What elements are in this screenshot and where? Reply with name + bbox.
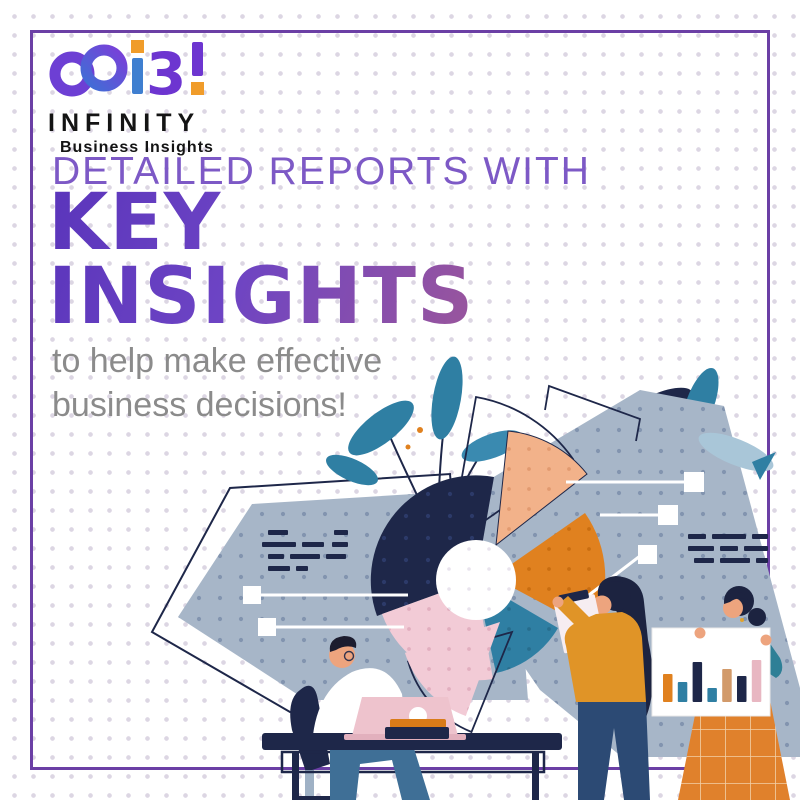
poster-bar xyxy=(692,662,703,702)
poster-bar xyxy=(737,676,747,702)
logo-b-glyph: 3 xyxy=(146,40,186,102)
headline-title-line1: KEY xyxy=(48,178,222,268)
callout-squares xyxy=(243,472,704,636)
headline-eyebrow: DETAILED REPORTS WITH xyxy=(52,150,591,193)
poster-bar xyxy=(751,660,762,702)
hand-right xyxy=(760,634,772,646)
pink-fan-exploded xyxy=(404,622,500,716)
hand xyxy=(552,596,564,608)
face xyxy=(723,598,743,618)
chair-leg xyxy=(305,770,314,800)
center-plant xyxy=(326,356,523,519)
jeans xyxy=(330,742,430,800)
subheadline-line1: to help make effective xyxy=(52,342,383,380)
hand-left xyxy=(694,627,706,639)
desk-top xyxy=(262,733,562,750)
right-panel-text-dashes xyxy=(688,534,768,563)
earring xyxy=(740,618,744,622)
chair-back xyxy=(290,685,330,772)
logo-i-dot xyxy=(131,40,144,53)
brand-name: INFINITY xyxy=(48,109,201,137)
left-panel-text-dashes xyxy=(262,530,348,571)
panel-corner-outline xyxy=(544,384,642,442)
desk-leg-right xyxy=(532,752,539,800)
logo-loop-right xyxy=(80,44,128,92)
poster-bar xyxy=(722,669,732,702)
book-navy xyxy=(385,727,449,739)
sweater-arm xyxy=(556,596,590,630)
poster-bar xyxy=(663,674,673,702)
headline-title: KEY INSIGHTS xyxy=(48,186,474,334)
brand-tagline: Business Insights xyxy=(60,139,214,156)
woman-with-poster xyxy=(651,586,790,800)
logo-exclaim-dot xyxy=(191,82,204,95)
poster-bar-chart xyxy=(663,660,762,702)
pie-slice-peach-exploded xyxy=(495,430,588,547)
subheadline-line2: business decisions! xyxy=(52,385,347,424)
woman-jeans xyxy=(578,702,650,800)
logo-exclaim-bar xyxy=(192,42,203,76)
man-hair xyxy=(329,636,357,652)
small-leaf xyxy=(752,452,776,480)
outlined-pie-wedge xyxy=(448,395,575,547)
headline-title-line2: INSIGHTS xyxy=(48,252,475,343)
hair-bun xyxy=(748,608,766,626)
desk-leg-left xyxy=(292,752,299,800)
brand-logo: 3 INFINITY Business Insights xyxy=(48,36,218,157)
woman-with-clipboard xyxy=(552,576,653,800)
mustard-sweater xyxy=(564,612,646,702)
orange-grid-skirt xyxy=(678,690,790,800)
man-at-laptop xyxy=(262,636,562,800)
logo-mark: 3 xyxy=(49,40,204,108)
donut-chart xyxy=(370,430,606,681)
book-orange xyxy=(390,719,446,728)
donut-hole xyxy=(436,540,516,620)
poster-bar xyxy=(707,688,717,702)
logo-i-bar xyxy=(132,58,143,94)
subheadline: to help make effective business decision… xyxy=(52,340,382,427)
poster-bar xyxy=(677,682,688,702)
glasses xyxy=(343,650,355,662)
